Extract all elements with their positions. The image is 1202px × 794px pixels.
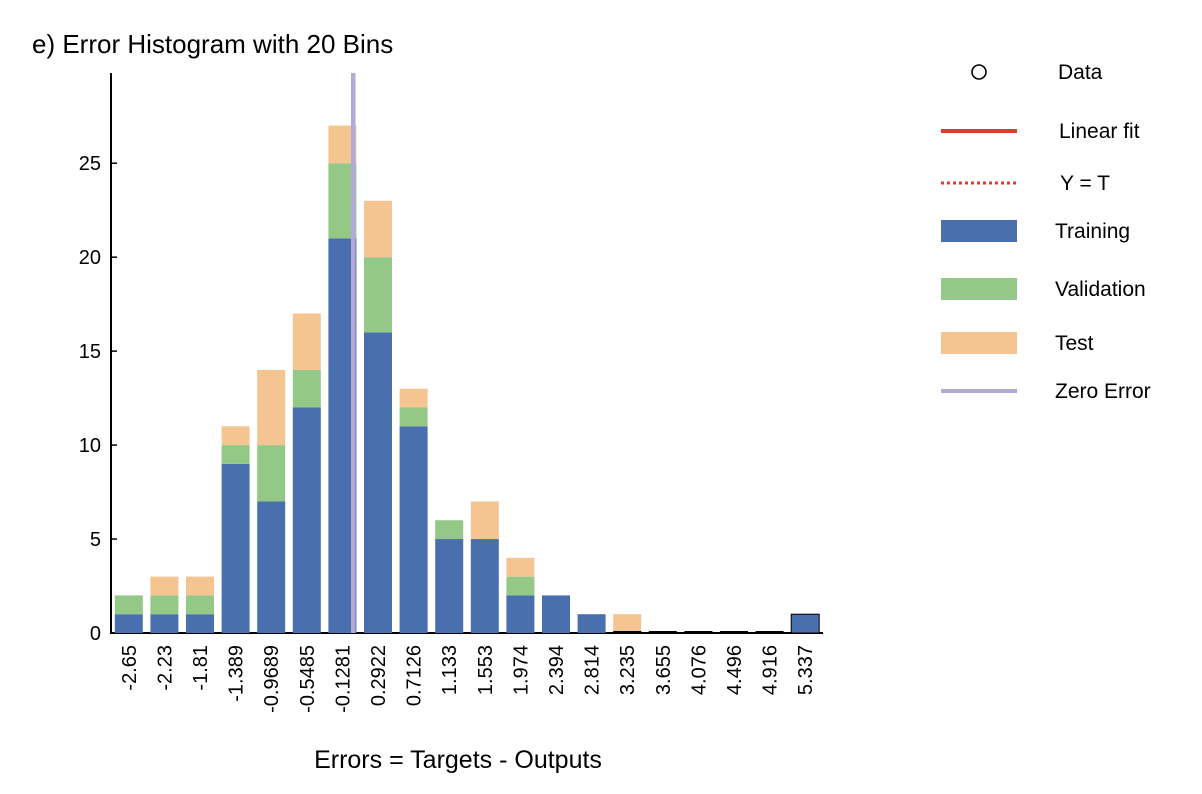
y-tick-label: 5 xyxy=(90,529,101,551)
x-tick-label: 5.337 xyxy=(795,645,817,695)
bar-test--0.5485 xyxy=(292,313,321,370)
bar-training-2.394 xyxy=(542,595,570,633)
x-tick-label: -0.5485 xyxy=(297,645,319,713)
legend-label-validation: Validation xyxy=(1055,278,1146,301)
legend-label-data: Data xyxy=(1058,61,1103,84)
plot-area: 0 5 10 15 20 25 -2.65 -2.23 -1.81 -1.389 -0.9689 -0… xyxy=(79,73,823,713)
y-tick-label: 0 xyxy=(90,623,101,645)
bar-validation--1.81 xyxy=(186,595,214,615)
bar-test-0.7126 xyxy=(399,388,428,408)
x-tick-label: 3.235 xyxy=(617,645,639,695)
x-tick-label: 1.974 xyxy=(510,645,532,695)
legend-swatch-validation xyxy=(941,278,1017,300)
bar-validation--2.65 xyxy=(114,595,143,615)
bar-validation-0.7126 xyxy=(399,407,428,427)
x-tick-label: -2.23 xyxy=(154,645,176,691)
legend-swatch-training xyxy=(941,220,1017,242)
bar-validation--2.23 xyxy=(150,595,179,615)
legend-label-test: Test xyxy=(1055,332,1094,355)
chart-title: e) Error Histogram with 20 Bins xyxy=(32,29,393,59)
bar-training--2.23 xyxy=(150,614,179,633)
bar-training--1.389 xyxy=(221,463,250,633)
bar-test-1.553 xyxy=(470,501,499,540)
bar-validation--0.9689 xyxy=(257,445,286,502)
bar-training--1.81 xyxy=(186,614,214,633)
x-axis-label: Errors = Targets - Outputs xyxy=(314,746,602,774)
bar-test--0.9689 xyxy=(257,369,286,446)
bar-training--2.65 xyxy=(114,614,143,633)
x-tick-label: 2.394 xyxy=(546,645,568,695)
x-tick-label: -0.9689 xyxy=(261,645,283,713)
bar-validation-0.2922 xyxy=(364,257,392,333)
bar-training--0.9689 xyxy=(257,501,286,633)
bar-test-0.2922 xyxy=(364,200,392,258)
x-tick-label: 1.133 xyxy=(439,645,461,695)
x-tick-label: -1.81 xyxy=(190,645,212,691)
legend-label-training: Training xyxy=(1055,220,1130,243)
bar-training-0.2922 xyxy=(364,332,392,633)
y-tick-label: 15 xyxy=(79,341,101,363)
bar-test--1.81 xyxy=(186,576,214,596)
bar-training--0.5485 xyxy=(292,407,321,633)
bar-validation-1.974 xyxy=(506,576,535,596)
bar-test-3.235 xyxy=(613,614,642,633)
legend: Data Linear fit Y = T Training Validation Tes… xyxy=(941,61,1151,403)
x-tick-label: 4.496 xyxy=(724,645,746,695)
legend-swatch-test xyxy=(941,332,1017,354)
x-tick-label: 4.916 xyxy=(760,645,782,695)
bar-training-1.974 xyxy=(506,595,535,633)
y-tick-label: 25 xyxy=(79,153,101,175)
x-tick-label: 3.655 xyxy=(653,645,675,695)
bar-test--1.389 xyxy=(221,426,250,446)
bar-training-1.133 xyxy=(435,539,464,633)
y-tick-label: 20 xyxy=(79,247,101,269)
x-tick-label: 4.076 xyxy=(688,645,710,695)
bar-training-1.553 xyxy=(470,539,499,633)
bar-training-2.814 xyxy=(577,614,606,633)
bar-validation-1.133 xyxy=(435,520,464,540)
legend-label-zero-error: Zero Error xyxy=(1055,380,1151,403)
x-tick-label: -0.1281 xyxy=(332,645,354,713)
legend-label-y-t: Y = T xyxy=(1060,172,1110,195)
bar-test--2.23 xyxy=(150,576,179,596)
bar-training-0.7126 xyxy=(399,426,428,633)
x-tick-label: 1.553 xyxy=(475,645,497,695)
y-tick-label: 10 xyxy=(79,435,101,457)
bar-test-1.974 xyxy=(506,557,535,577)
x-tick-label: -2.65 xyxy=(119,645,141,691)
x-tick-label: 0.2922 xyxy=(368,645,390,706)
x-tick-label: -1.389 xyxy=(226,645,248,702)
bar-validation--0.5485 xyxy=(292,369,321,408)
x-tick-label: 2.814 xyxy=(582,645,604,695)
legend-swatch-data xyxy=(971,64,987,80)
bar-training-5.337 xyxy=(790,613,820,634)
bar-validation--1.389 xyxy=(221,445,250,464)
legend-label-linear-fit: Linear fit xyxy=(1059,120,1140,143)
x-tick-label: 0.7126 xyxy=(404,645,426,706)
